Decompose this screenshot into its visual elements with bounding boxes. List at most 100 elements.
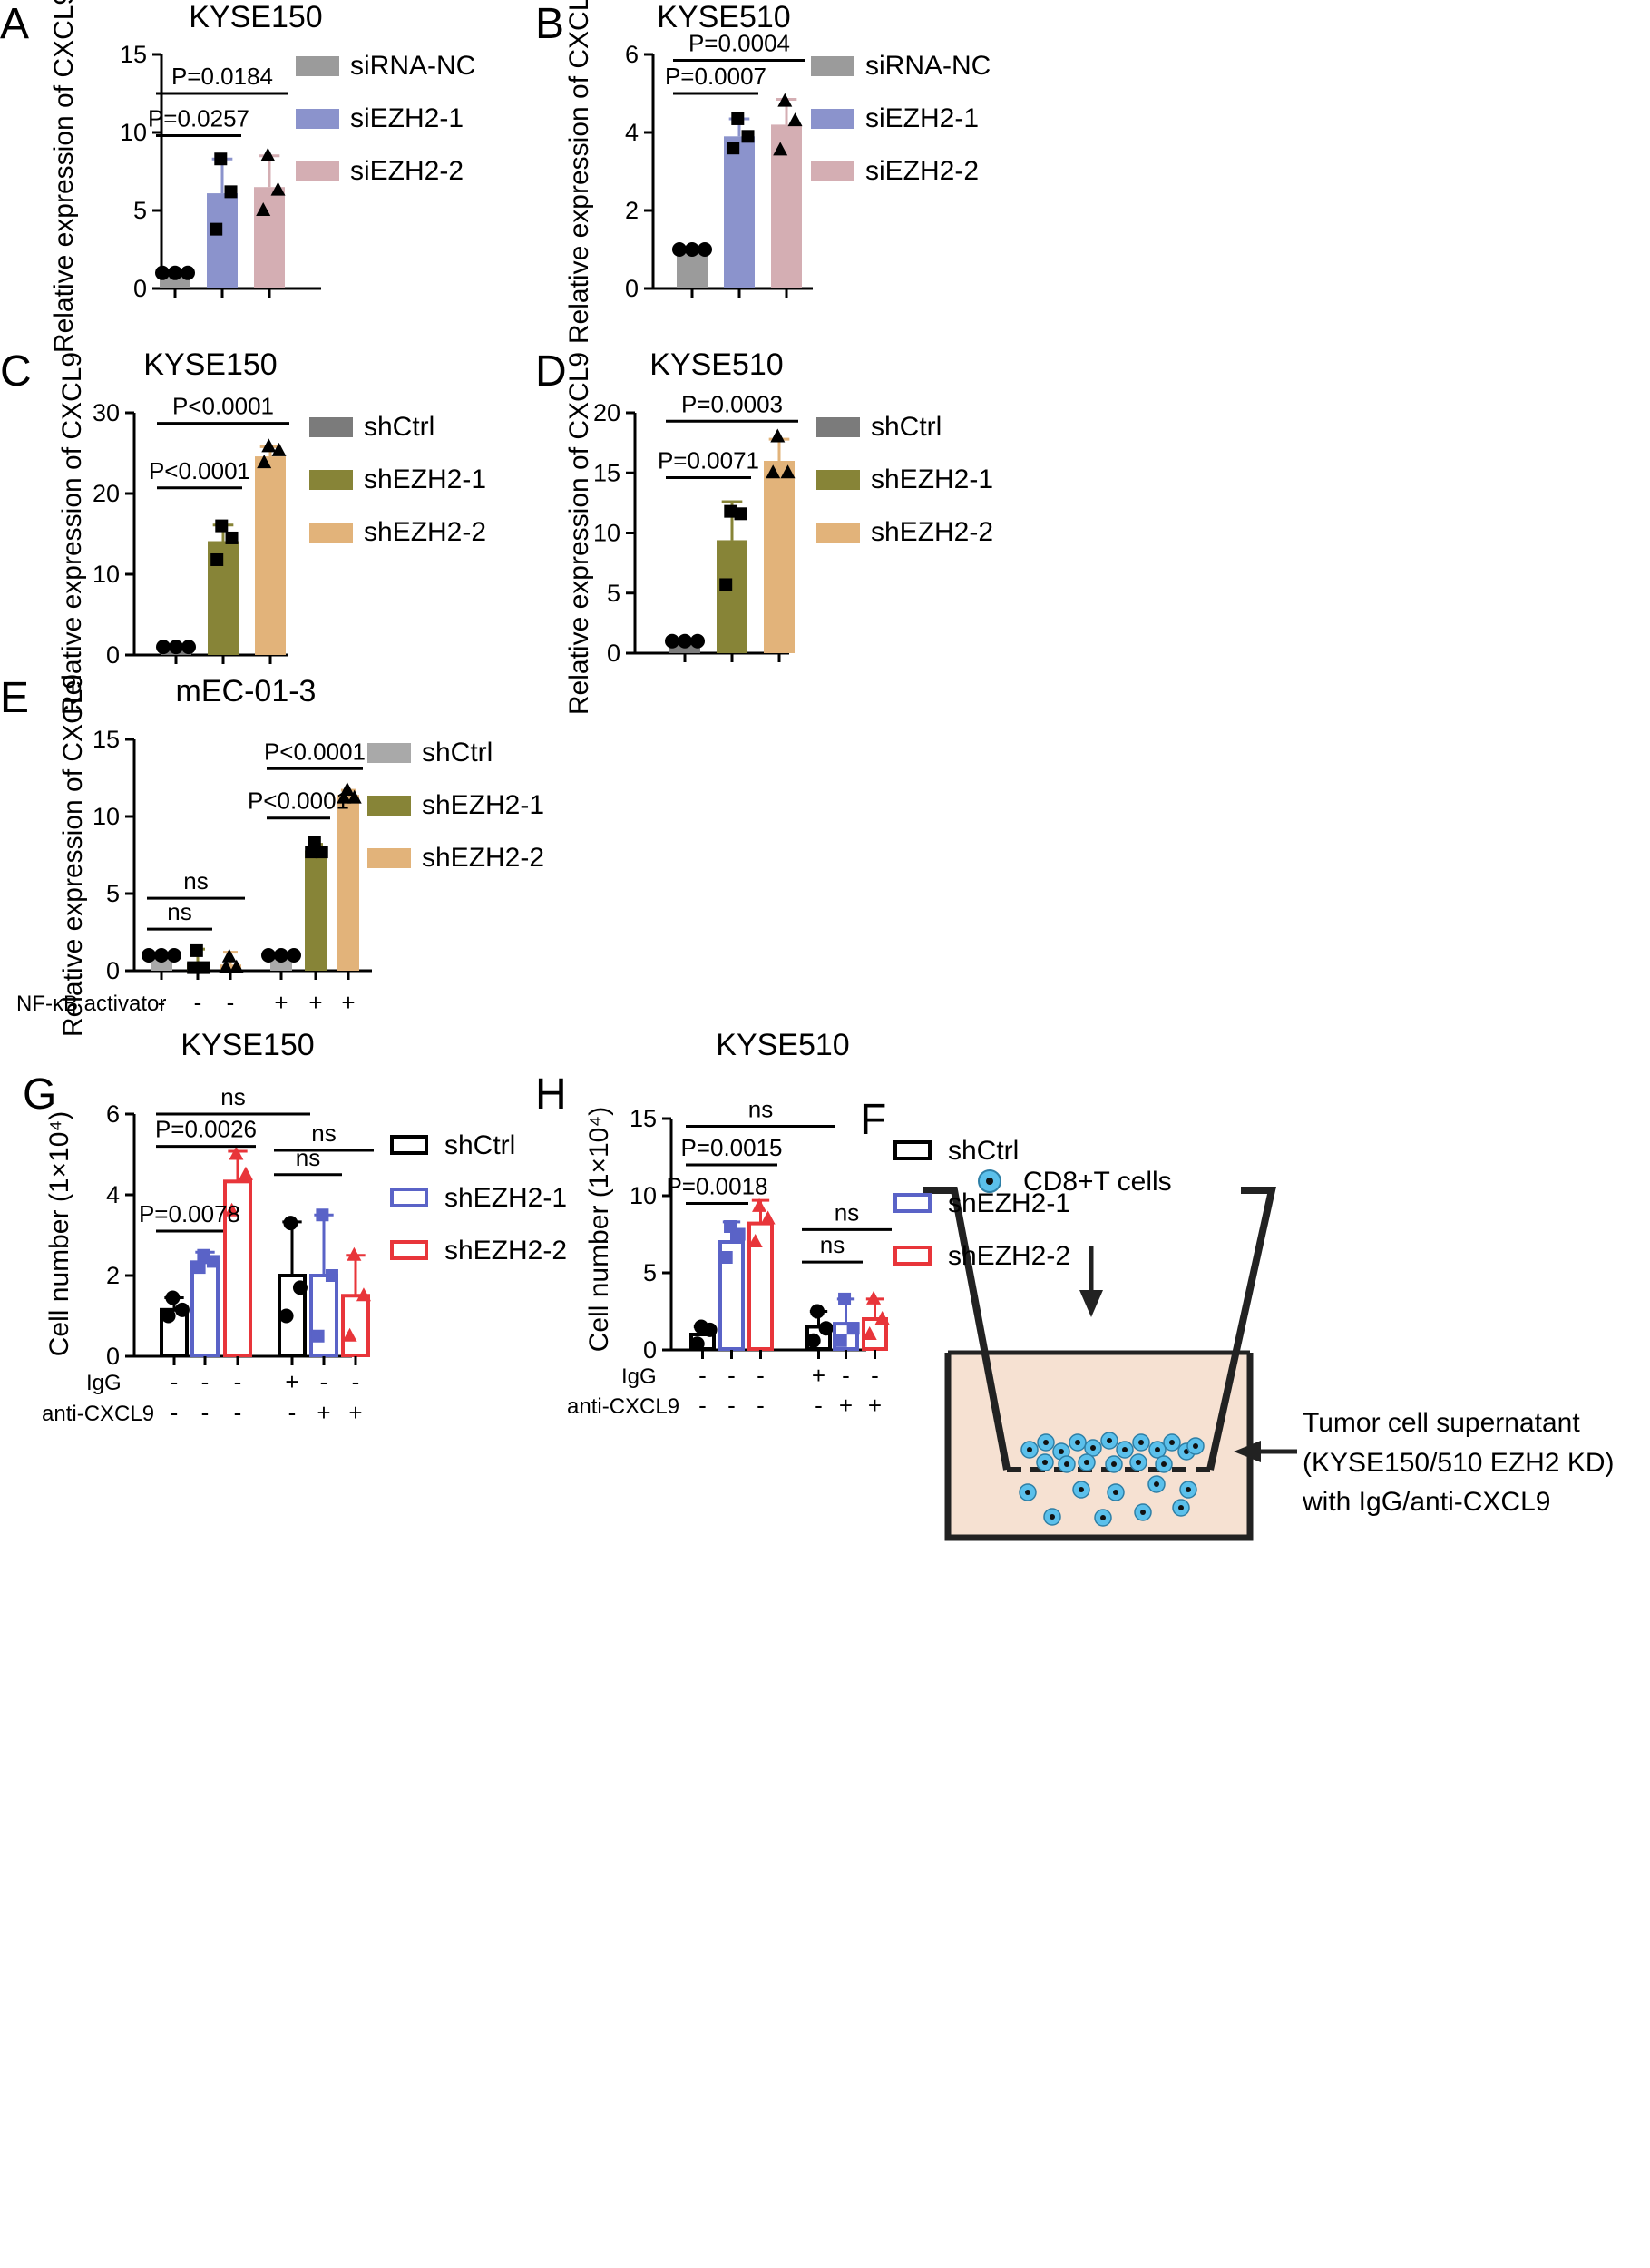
significance-label: ns [820,1231,845,1258]
legend-label: shEZH2-1 [364,464,486,494]
data-point-triangle [257,455,272,469]
y-tick-label: 5 [607,580,620,607]
legend-swatch [309,470,353,490]
y-tick-label: 0 [133,275,147,302]
panel-label: F [860,1096,886,1144]
significance-label: P=0.0071 [658,447,759,474]
down-arrow-head [1079,1290,1103,1317]
data-point-circle [818,1321,834,1336]
data-point-square [206,1255,220,1268]
bar-shEZH2-2 [337,795,359,971]
legend-label: shEZH2-1 [871,464,993,494]
significance-label: P<0.0001 [172,393,274,420]
left-arrow-head [1234,1441,1261,1462]
panel-a: A KYSE150 0 5 10 15 Relative expression of CXC… [0,0,475,353]
supernatant-label-3: with IgG/anti-CXCL9 [1302,1487,1550,1517]
data-point-triangle [221,948,237,963]
y-tick-label: 0 [106,641,120,669]
panel-label: C [0,347,32,396]
treatment-sign: - [158,989,166,1016]
cd8-t-cell-nucleus [1100,1515,1106,1520]
data-point-square [834,1334,847,1347]
data-point-circle [169,640,183,655]
y-axis-label: Cell number (1×10⁴) [44,1111,74,1357]
data-point-triangle [780,464,796,479]
treatment-sign: - [871,1362,879,1389]
data-point-triangle [224,1202,239,1217]
y-axis-label: Relative expression of CXCL9 [57,352,87,715]
y-tick-label: 10 [630,1182,657,1209]
y-tick-label: 30 [93,399,120,426]
data-point-square [719,578,733,591]
significance-label: P=0.0026 [155,1116,257,1143]
treatment-label: NF-κB activator [16,992,166,1016]
y-tick-label: 0 [643,1336,657,1364]
treatment-sign: - [194,989,202,1016]
treatment-sign: - [842,1362,850,1389]
data-point-triangle [261,438,277,453]
treatment-sign: - [757,1362,765,1389]
y-axis-label: Cell number (1×10⁴) [584,1107,614,1353]
legend-label: shEZH2-1 [444,1183,567,1213]
legend-swatch [816,470,860,490]
y-axis-label: Relative expression of CXCL9 [564,0,594,344]
data-point-circle [161,1308,176,1324]
significance-label: P<0.0001 [248,787,349,815]
data-point-triangle [862,1326,877,1340]
treatment-sign: + [341,989,355,1016]
data-point-circle [165,1290,181,1305]
y-axis-label: Relative expression of CXCL9 [49,0,79,353]
data-point-circle [181,640,196,655]
legend-label: shEZH2-1 [948,1188,1070,1218]
legend-swatch [893,1246,932,1266]
treatment-sign: - [815,1392,823,1419]
y-tick-label: 0 [607,640,620,667]
data-point-triangle [347,789,362,804]
data-point-triangle [874,1311,890,1325]
panel-g: G KYSE150 0 2 4 6 Cell number (1×10⁴) P=0.0078 P… [23,1028,567,1426]
bar-shEZH2-2 [341,1294,370,1357]
cd8-cell-label: CD8+T cells [1023,1167,1172,1197]
treatment-sign: - [727,1392,736,1419]
y-tick-label: 4 [106,1181,120,1208]
treatment-sign: + [308,989,322,1016]
y-axis-label: Relative expression of CXCL9 [564,352,594,715]
significance-label: P<0.0001 [264,738,366,765]
bar-siEZH2-2 [254,187,285,288]
panel-h: H KYSE510 0 5 10 15 Cell number (1×10⁴) P=0.001… [535,1028,1070,1419]
supernatant-label-1: Tumor cell supernatant [1303,1408,1580,1438]
bar-shEZH2-2 [764,461,795,653]
legend-label: shCtrl [871,412,942,442]
cd8-t-cell-nucleus [1111,1461,1117,1467]
significance-label: P=0.0018 [666,1173,767,1200]
data-point-circle [283,1216,298,1231]
treatment-sign: - [171,1368,179,1395]
data-point-square [731,112,745,125]
significance-label: P=0.0015 [680,1134,782,1161]
cd8-t-cell-nucleus [1027,1447,1032,1452]
legend-swatch [296,109,339,129]
treatment-label: IgG [86,1371,122,1395]
legend-label: siRNA-NC [865,51,991,81]
treatment-sign: - [201,1399,210,1426]
data-point-triangle [238,1166,253,1180]
cd8-t-cell-nucleus [1050,1514,1055,1520]
treatment-sign: - [227,989,235,1016]
data-point-square [316,1208,329,1222]
treatment-sign: - [698,1362,707,1389]
legend-swatch [309,523,353,543]
data-point-triangle [229,959,244,973]
cd8-t-cell-nucleus [1113,1490,1118,1495]
treatment-sign: - [288,1399,297,1426]
legend-label: siEZH2-2 [350,156,464,186]
y-tick-label: 0 [625,275,639,302]
treatment-sign: + [317,1399,330,1426]
legend-label: shCtrl [422,738,493,767]
data-point-circle [690,633,705,649]
data-point-circle [167,948,181,963]
y-tick-label: 5 [106,880,120,907]
data-point-square [846,1322,860,1335]
y-tick-label: 15 [120,41,147,68]
legend-label: shEZH2-2 [364,517,486,547]
